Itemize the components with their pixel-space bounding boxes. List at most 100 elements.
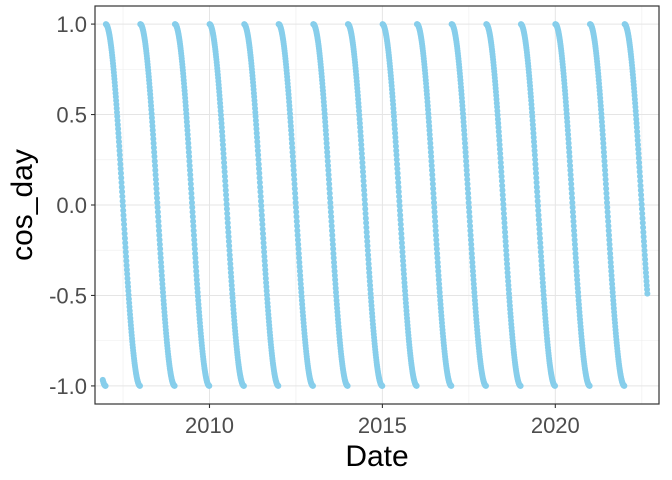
data-point bbox=[256, 170, 263, 177]
data-point bbox=[605, 218, 612, 225]
data-point bbox=[500, 210, 507, 217]
data-point bbox=[606, 241, 613, 248]
data-point bbox=[255, 152, 262, 159]
data-point bbox=[359, 155, 366, 162]
data-point bbox=[427, 135, 434, 142]
data-point bbox=[430, 190, 437, 197]
data-point bbox=[150, 135, 157, 142]
data-point bbox=[570, 218, 577, 225]
data-point bbox=[607, 263, 614, 270]
data-point bbox=[392, 143, 399, 150]
data-point bbox=[600, 144, 607, 151]
data-point bbox=[395, 179, 402, 186]
data-point bbox=[397, 216, 404, 223]
data-point bbox=[322, 127, 329, 134]
data-point bbox=[636, 168, 643, 175]
data-point bbox=[608, 268, 615, 275]
data-point bbox=[399, 244, 406, 251]
data-point bbox=[394, 165, 401, 172]
data-point bbox=[119, 188, 126, 195]
data-point bbox=[360, 173, 367, 180]
data-point bbox=[331, 259, 338, 266]
data-point bbox=[227, 265, 234, 272]
data-point bbox=[538, 253, 545, 260]
data-point bbox=[364, 247, 371, 254]
data-point bbox=[192, 250, 199, 257]
data-point bbox=[259, 230, 266, 237]
data-point bbox=[223, 191, 230, 198]
data-point bbox=[565, 131, 572, 138]
data-point bbox=[464, 176, 471, 183]
data-point bbox=[275, 382, 282, 389]
data-point bbox=[469, 259, 476, 266]
data-point bbox=[399, 248, 406, 255]
data-point bbox=[358, 137, 364, 144]
data-point bbox=[534, 202, 541, 209]
data-point bbox=[569, 194, 576, 201]
data-point bbox=[606, 236, 613, 243]
data-point bbox=[228, 273, 235, 280]
data-point bbox=[392, 130, 399, 137]
data-point bbox=[534, 188, 541, 195]
data-point bbox=[290, 171, 297, 178]
data-point bbox=[573, 263, 580, 270]
data-point bbox=[327, 199, 334, 206]
x-tick-label: 2010 bbox=[185, 413, 234, 438]
data-point bbox=[572, 254, 579, 261]
data-point bbox=[393, 147, 400, 154]
data-point bbox=[463, 162, 470, 169]
data-point bbox=[532, 170, 539, 177]
data-point bbox=[504, 260, 511, 267]
data-point bbox=[469, 268, 476, 275]
data-point bbox=[498, 168, 505, 175]
data-point bbox=[635, 155, 642, 162]
data-point bbox=[190, 222, 197, 229]
data-point bbox=[329, 236, 336, 243]
data-point bbox=[571, 236, 578, 243]
data-point bbox=[634, 137, 641, 144]
data-point bbox=[152, 167, 159, 174]
data-point bbox=[607, 254, 614, 261]
data-point bbox=[330, 254, 337, 261]
data-point bbox=[397, 221, 404, 228]
data-point bbox=[643, 273, 650, 280]
data-point bbox=[328, 218, 335, 225]
data-point bbox=[289, 144, 296, 151]
data-point bbox=[365, 256, 372, 263]
data-point bbox=[363, 229, 370, 236]
data-point bbox=[564, 127, 571, 134]
data-point bbox=[534, 198, 541, 205]
data-point bbox=[431, 213, 438, 220]
data-point bbox=[153, 185, 160, 192]
data-point bbox=[396, 207, 403, 214]
data-point bbox=[392, 134, 399, 141]
data-point bbox=[428, 153, 435, 160]
data-point bbox=[501, 219, 508, 226]
data-point bbox=[428, 162, 435, 169]
data-point bbox=[639, 215, 646, 222]
data-point bbox=[537, 248, 544, 255]
data-point bbox=[530, 134, 537, 141]
data-point bbox=[469, 263, 476, 270]
data-point bbox=[257, 193, 264, 200]
data-point bbox=[254, 134, 261, 141]
data-point bbox=[428, 158, 435, 165]
data-point bbox=[606, 232, 612, 239]
data-point bbox=[468, 250, 475, 257]
data-point bbox=[568, 181, 575, 188]
data-point bbox=[259, 216, 266, 223]
data-point bbox=[638, 205, 645, 212]
data-point bbox=[531, 152, 538, 159]
data-point bbox=[538, 257, 545, 264]
data-point bbox=[398, 230, 405, 237]
data-point bbox=[605, 227, 612, 234]
data-point bbox=[394, 170, 401, 177]
data-point bbox=[260, 244, 267, 251]
data-point bbox=[565, 135, 572, 142]
data-point bbox=[536, 221, 543, 228]
data-point bbox=[150, 140, 157, 147]
data-point bbox=[566, 153, 573, 160]
data-point bbox=[599, 131, 606, 138]
data-point bbox=[158, 259, 164, 266]
data-point bbox=[465, 199, 472, 206]
